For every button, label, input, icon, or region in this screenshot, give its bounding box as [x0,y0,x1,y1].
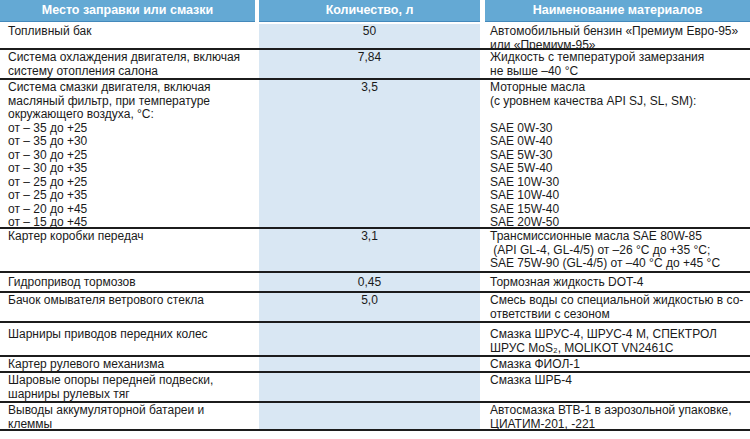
cell-quantity: 5,0 [259,293,480,321]
cell-quantity [259,403,480,429]
cell-quantity: 3,1 [259,229,480,271]
cell-quantity: 0,45 [259,273,480,291]
cell-materials: Жидкость с температурой замерзания не вы… [485,50,750,78]
cell-materials: Тормозная жидкость DOT-4 [485,273,750,291]
cell-materials: Трансмиссионные масла SAE 80W-85 (API GL… [485,229,750,271]
cell-quantity [259,373,480,401]
cell-place: Бачок омывателя ветрового стекла [0,293,255,321]
cell-materials: Автомобильный бензин «Премиум Евро-95» и… [485,24,750,48]
cell-place: Выводы аккумуляторной батареи и клеммы п… [0,403,255,429]
table-row-drive-joints: Шарниры приводов передних колес Смазка Ш… [0,323,750,357]
cell-place: Картер рулевого механизма [0,357,255,371]
table-row-washer-reservoir: Бачок омывателя ветрового стекла 5,0 Сме… [0,293,750,323]
cell-quantity [259,357,480,371]
table-row-battery-terminals: Выводы аккумуляторной батареи и клеммы п… [0,403,750,431]
cell-materials: Смазка ФИОЛ-1 [485,357,750,371]
table-header-row: Место заправки или смазки Количество, л … [0,0,750,22]
header-materials: Наименование материалов [485,0,750,22]
cell-materials: Моторные масла (с уровнем качества API S… [485,80,750,227]
cell-place: Картер коробки передач [0,229,255,271]
cell-place: Топливный бак [0,24,255,48]
cell-materials: Автосмазка ВТВ-1 в аэрозольной упаковке,… [485,403,750,429]
header-place: Место заправки или смазки [0,0,255,22]
table-row-fuel-tank: Топливный бак 50 Автомобильный бензин «П… [0,24,750,50]
table-row-gearbox: Картер коробки передач 3,1 Трансмиссионн… [0,229,750,273]
cell-place: Шарниры приводов передних колес [0,323,255,355]
cell-place: Система охлаждения двигателя, включая си… [0,50,255,78]
header-quantity: Количество, л [259,0,480,22]
cell-place: Гидропривод тормозов [0,273,255,291]
cell-quantity [259,323,480,355]
cell-quantity: 3,5 [259,80,480,227]
cell-materials: Смазка ШРБ-4 [485,373,750,401]
table-row-cooling-system: Система охлаждения двигателя, включая си… [0,50,750,80]
cell-materials: Смесь воды со специальной жидкостью в со… [485,293,750,321]
cell-place: Шаровые опоры передней подвески, шарниры… [0,373,255,401]
cell-place: Система смазки двигателя, включая маслян… [0,80,255,227]
cell-quantity: 50 [259,24,480,48]
table-row-brake-hydraulics: Гидропривод тормозов 0,45 Тормозная жидк… [0,273,750,293]
table-row-steering-gear: Картер рулевого механизма Смазка ФИОЛ-1 [0,357,750,373]
cell-materials: Смазка ШРУС-4, ШРУС-4 М, СПЕКТРОЛ ШРУС M… [485,323,750,355]
fluids-capacity-table: Место заправки или смазки Количество, л … [0,0,750,431]
cell-quantity: 7,84 [259,50,480,78]
page: Место заправки или смазки Количество, л … [0,0,750,439]
table-row-engine-lubrication: Система смазки двигателя, включая маслян… [0,80,750,229]
table-row-ball-joints: Шаровые опоры передней подвески, шарниры… [0,373,750,403]
